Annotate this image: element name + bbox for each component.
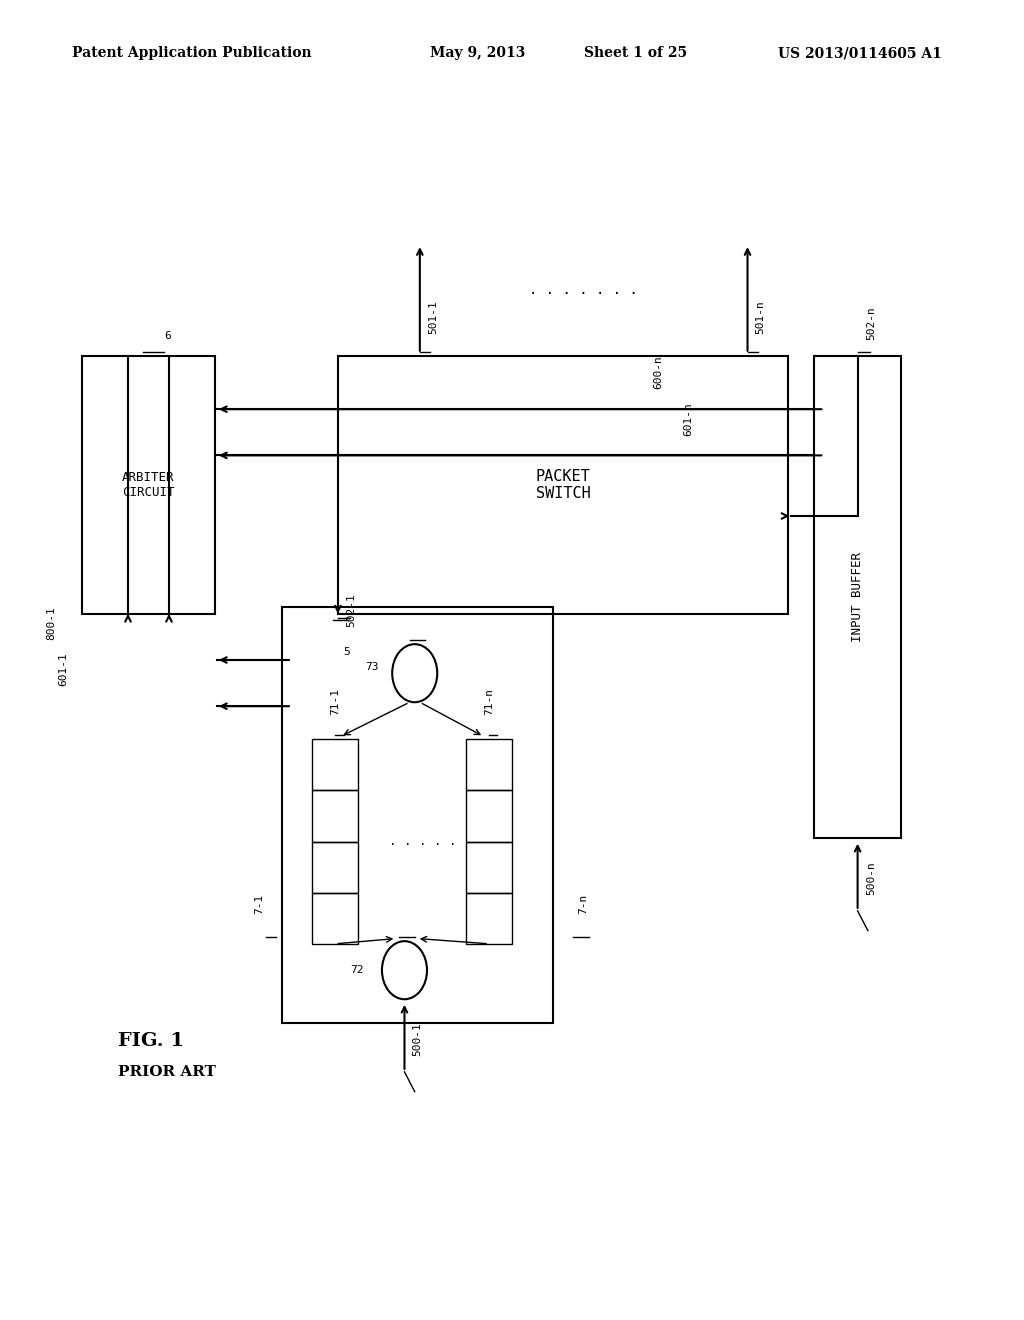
Bar (466, 739, 512, 791)
Text: 73: 73 (366, 661, 379, 672)
Text: May 9, 2013: May 9, 2013 (430, 46, 525, 61)
Bar (466, 842, 512, 892)
Text: INPUT BUFFER: INPUT BUFFER (851, 552, 864, 643)
Bar (312, 739, 358, 791)
Text: 502-n: 502-n (866, 306, 876, 341)
Text: 72: 72 (350, 965, 364, 975)
Text: 601-1: 601-1 (58, 652, 69, 686)
Text: 601-n: 601-n (684, 401, 693, 436)
Text: 501-1: 501-1 (428, 300, 438, 334)
Text: FIG. 1: FIG. 1 (118, 1032, 184, 1051)
Text: US 2013/0114605 A1: US 2013/0114605 A1 (778, 46, 942, 61)
Text: . . . . . . .: . . . . . . . (529, 284, 638, 297)
Text: Sheet 1 of 25: Sheet 1 of 25 (584, 46, 687, 61)
Bar (312, 791, 358, 842)
Bar (312, 842, 358, 892)
Bar (338, 356, 788, 614)
Text: 500-n: 500-n (866, 861, 876, 895)
Text: Patent Application Publication: Patent Application Publication (72, 46, 311, 61)
Text: 500-1: 500-1 (413, 1022, 423, 1056)
Bar (82, 356, 215, 614)
Text: 502-1: 502-1 (346, 594, 356, 627)
Text: PACKET
SWITCH: PACKET SWITCH (536, 469, 591, 502)
Text: 7-n: 7-n (579, 894, 589, 915)
Text: 800-1: 800-1 (46, 606, 56, 640)
Text: 71-1: 71-1 (331, 689, 340, 715)
Bar (466, 892, 512, 944)
Bar (282, 607, 553, 1023)
Text: 600-n: 600-n (653, 355, 663, 389)
Text: PRIOR ART: PRIOR ART (118, 1065, 216, 1080)
Bar (814, 356, 901, 838)
Text: . . . . .: . . . . . (389, 836, 456, 847)
Text: 6: 6 (164, 330, 171, 341)
Text: 71-n: 71-n (484, 689, 494, 715)
Bar (312, 892, 358, 944)
Text: 5: 5 (343, 647, 350, 657)
Bar (466, 791, 512, 842)
Text: ARBITER
CIRCUIT: ARBITER CIRCUIT (122, 471, 175, 499)
Text: 501-n: 501-n (756, 300, 766, 334)
Text: 7-1: 7-1 (254, 894, 264, 915)
